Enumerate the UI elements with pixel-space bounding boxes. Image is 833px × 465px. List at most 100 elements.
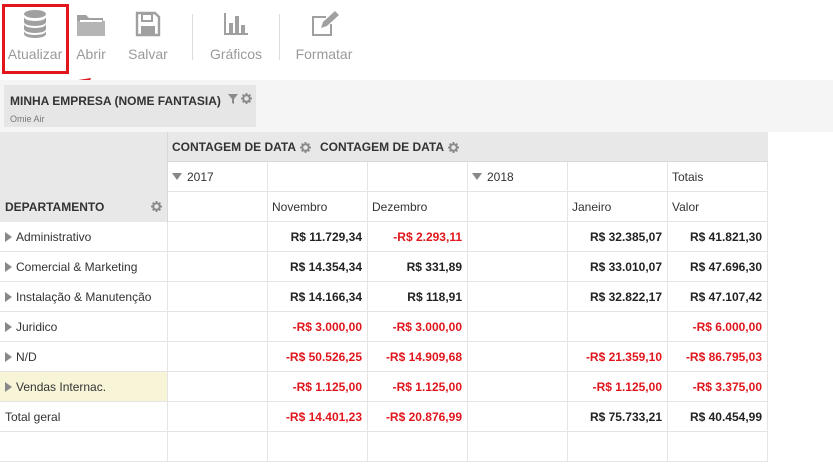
format-button[interactable]: Formatar: [294, 8, 354, 72]
empty-cell[interactable]: [168, 342, 268, 372]
value-cell-nov[interactable]: -R$ 50.526,25: [268, 342, 368, 372]
value-cell-nov[interactable]: R$ 14.166,34: [268, 282, 368, 312]
value-cell-total[interactable]: R$ 47.696,30: [668, 252, 768, 282]
value-cell-jan[interactable]: -R$ 1.125,00: [568, 372, 668, 402]
bar-chart-icon: [221, 8, 251, 40]
value-cell-nov[interactable]: R$ 14.354,34: [268, 252, 368, 282]
row-header-cell[interactable]: N/D: [0, 342, 168, 372]
row-label: Instalação & Manutenção: [16, 289, 152, 304]
empty-cell[interactable]: [468, 222, 568, 252]
empty-cell[interactable]: [168, 282, 268, 312]
filter-chip-company[interactable]: MINHA EMPRESA (NOME FANTASIA) Omie Air: [4, 85, 256, 127]
empty-cell[interactable]: [168, 402, 268, 432]
refresh-label: Atualizar: [7, 46, 63, 62]
table-row: Comercial & Marketing R$ 14.354,34 R$ 331,…: [0, 252, 833, 282]
value-cell-total[interactable]: -R$ 3.375,00: [668, 372, 768, 402]
expand-icon[interactable]: [5, 291, 12, 302]
gear-icon[interactable]: [300, 141, 311, 153]
value-cell-total[interactable]: -R$ 86.795,03: [668, 342, 768, 372]
row-header-cell[interactable]: Instalação & Manutenção: [0, 282, 168, 312]
value-cell-nov[interactable]: -R$ 3.000,00: [268, 312, 368, 342]
save-button[interactable]: Salvar: [126, 8, 170, 72]
empty-cell[interactable]: [468, 372, 568, 402]
empty-cell[interactable]: [468, 252, 568, 282]
empty-cell[interactable]: [168, 312, 268, 342]
cell-value: R$ 41.821,30: [689, 229, 762, 244]
empty-cell[interactable]: [468, 402, 568, 432]
grand-total-row: Total geral -R$ 14.401,23 -R$ 20.876,99 R$ …: [0, 402, 833, 432]
column-field-chip[interactable]: CONTAGEM DE DATA: [172, 140, 311, 154]
header-cell: [568, 162, 668, 192]
toolbar: Atualizar Abrir Salvar: [0, 0, 833, 80]
grand-total-label-cell[interactable]: Total geral: [0, 402, 168, 432]
value-cell-total[interactable]: R$ 40.454,99: [668, 402, 768, 432]
cell-value: -R$ 2.293,11: [393, 229, 462, 244]
value-cell-dez[interactable]: -R$ 1.125,00: [368, 372, 468, 402]
toolbar-divider: [192, 14, 193, 60]
empty-cell[interactable]: [468, 282, 568, 312]
row-header-cell[interactable]: Administrativo: [0, 222, 168, 252]
value-cell-jan[interactable]: R$ 32.822,17: [568, 282, 668, 312]
year-header-2017[interactable]: 2017: [168, 162, 268, 192]
row-field-label[interactable]: DEPARTAMENTO: [5, 200, 105, 214]
cell-value: -R$ 3.375,00: [692, 379, 762, 394]
expand-icon[interactable]: [5, 321, 12, 332]
empty-cell[interactable]: [468, 312, 568, 342]
month-label: Janeiro: [572, 199, 612, 214]
empty-cell[interactable]: [168, 252, 268, 282]
table-row: N/D -R$ 50.526,25 -R$ 14.909,68 -R$ 21.359,…: [0, 342, 833, 372]
filter-value: Omie Air: [10, 114, 45, 124]
value-cell-jan[interactable]: R$ 75.733,21: [568, 402, 668, 432]
charts-button[interactable]: Gráficos: [208, 8, 264, 72]
expand-icon[interactable]: [5, 351, 12, 362]
collapse-icon[interactable]: [172, 173, 182, 180]
gear-icon[interactable]: [151, 201, 162, 212]
table-row: Vendas Internac. -R$ 1.125,00 -R$ 1.125,00…: [0, 372, 833, 402]
row-header-cell[interactable]: Vendas Internac.: [0, 372, 168, 402]
row-label: N/D: [16, 349, 37, 364]
value-cell-dez[interactable]: R$ 331,89: [368, 252, 468, 282]
value-cell-nov[interactable]: R$ 11.729,34: [268, 222, 368, 252]
month-label: Dezembro: [372, 199, 428, 214]
year-header-2018[interactable]: 2018: [468, 162, 568, 192]
cell-value: -R$ 1.125,00: [592, 379, 662, 394]
value-cell-nov[interactable]: -R$ 14.401,23: [268, 402, 368, 432]
value-cell-jan[interactable]: R$ 33.010,07: [568, 252, 668, 282]
expand-icon[interactable]: [5, 231, 12, 242]
value-cell-dez[interactable]: -R$ 20.876,99: [368, 402, 468, 432]
month-header: Dezembro: [368, 192, 468, 222]
value-cell-dez[interactable]: R$ 118,91: [368, 282, 468, 312]
value-cell-dez[interactable]: -R$ 3.000,00: [368, 312, 468, 342]
value-cell-dez[interactable]: -R$ 2.293,11: [368, 222, 468, 252]
empty-cell: [268, 432, 368, 462]
expand-icon[interactable]: [5, 381, 12, 392]
empty-cell[interactable]: [468, 342, 568, 372]
empty-cell: [0, 432, 168, 462]
expand-icon[interactable]: [5, 261, 12, 272]
value-cell-total[interactable]: R$ 41.821,30: [668, 222, 768, 252]
open-button[interactable]: Abrir: [72, 8, 110, 72]
empty-cell[interactable]: [168, 222, 268, 252]
refresh-button[interactable]: Atualizar: [4, 8, 66, 72]
value-cell-dez[interactable]: -R$ 14.909,68: [368, 342, 468, 372]
value-cell-total[interactable]: -R$ 6.000,00: [668, 312, 768, 342]
row-header-cell[interactable]: Comercial & Marketing: [0, 252, 168, 282]
collapse-icon[interactable]: [472, 173, 482, 180]
value-cell-jan[interactable]: [568, 312, 668, 342]
cell-value: -R$ 20.876,99: [385, 409, 462, 424]
gear-icon[interactable]: [241, 93, 252, 104]
filter-icon[interactable]: [228, 93, 238, 104]
value-cell-total[interactable]: R$ 47.107,42: [668, 282, 768, 312]
format-label: Formatar: [295, 46, 353, 62]
value-cell-nov[interactable]: -R$ 1.125,00: [268, 372, 368, 402]
value-cell-jan[interactable]: R$ 32.385,07: [568, 222, 668, 252]
empty-cell: [568, 432, 668, 462]
value-cell-jan[interactable]: -R$ 21.359,10: [568, 342, 668, 372]
cell-value: R$ 75.733,21: [589, 409, 662, 424]
column-field-chip[interactable]: CONTAGEM DE DATA: [320, 140, 459, 154]
cell-value: -R$ 86.795,03: [685, 349, 762, 364]
gear-icon[interactable]: [448, 141, 459, 153]
empty-cell[interactable]: [168, 372, 268, 402]
row-header-cell[interactable]: Juridico: [0, 312, 168, 342]
row-label: Vendas Internac.: [16, 379, 107, 394]
